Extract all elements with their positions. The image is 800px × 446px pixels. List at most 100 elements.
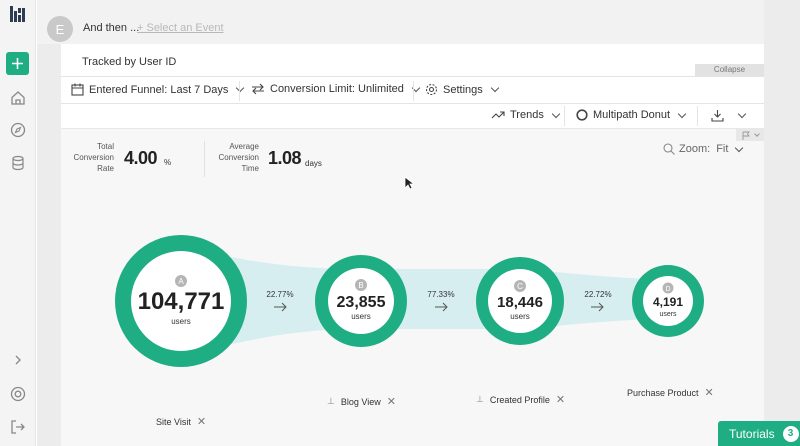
settings-label: Settings <box>443 83 483 96</box>
home-icon[interactable] <box>7 87 29 109</box>
remove-step-d-close-icon[interactable]: ✕ <box>704 387 714 399</box>
arrow-right-icon <box>435 302 448 312</box>
gear-icon <box>425 83 438 96</box>
total-conversion-rate-unit: % <box>164 158 172 167</box>
node-count-a: 104,771 <box>138 288 225 315</box>
event-step-avatar: E <box>47 16 73 42</box>
node-label-text-c: Created Profile <box>489 394 550 405</box>
node-count-c: 18,446 <box>497 294 543 311</box>
funnel-panel: Tracked by User ID Collapse Entered Funn… <box>61 44 764 446</box>
average-conversion-time-label: Average Conversion Time <box>218 142 259 173</box>
funnel-toolbar: Entered Funnel: Last 7 Days Conversion L… <box>61 76 764 104</box>
pin-icon[interactable]: ⊥ <box>327 396 335 406</box>
node-label-text-d: Purchase Product <box>627 387 699 398</box>
app-logo-icon[interactable] <box>10 6 26 22</box>
zoom-value: Fit <box>716 143 729 155</box>
node-letter-d: D <box>665 286 670 293</box>
step-pct-2: 77.33% <box>427 290 454 299</box>
conversion-limit-dropdown[interactable]: Conversion Limit: Unlimited <box>251 83 421 95</box>
node-users-d: users <box>659 311 677 318</box>
conversion-limit-label: Conversion Limit: Unlimited <box>270 83 404 95</box>
view-type-label: Multipath Donut <box>593 109 671 121</box>
node-count-b: 23,855 <box>337 294 386 311</box>
funnel-node-c[interactable]: C 18,446 users <box>476 257 564 345</box>
multipath-donut-chart: A 104,771 users 22.77% B 23,855 users 77… <box>115 235 704 367</box>
step-pct-1: 22.77% <box>266 290 293 299</box>
funnel-node-b[interactable]: B 23,855 users <box>315 255 407 347</box>
node-label-text-b: Blog View <box>340 396 381 407</box>
tutorials-button[interactable]: Tutorials 3 <box>718 421 800 446</box>
entered-funnel-label: Entered Funnel: Last 7 Days <box>89 83 229 96</box>
arrow-right-icon <box>591 302 604 312</box>
chevron-down-icon <box>490 83 499 93</box>
step-pct-3: 22.72% <box>584 290 611 299</box>
node-users-c: users <box>510 312 530 321</box>
right-gutter <box>764 0 800 446</box>
logout-icon[interactable] <box>7 416 29 438</box>
zoom-label: Zoom: <box>679 143 711 155</box>
chevron-down-icon <box>677 109 687 118</box>
chevron-down-icon <box>551 109 561 118</box>
funnel-stats-area: Total Conversion Rate 4.00 % Average Con… <box>61 128 764 446</box>
flag-dropdown[interactable] <box>736 129 764 141</box>
toolbar-divider <box>697 106 698 126</box>
total-conversion-rate-label: Total Conversion Rate <box>73 142 114 173</box>
pin-icon[interactable]: ⊥ <box>476 394 484 404</box>
funnel-node-d[interactable]: D 4,191 users <box>632 265 704 337</box>
funnel-node-a[interactable]: A 104,771 users <box>115 235 247 367</box>
entered-funnel-dropdown[interactable]: Entered Funnel: Last 7 Days <box>71 83 245 96</box>
remove-step-a-close-icon[interactable]: ✕ <box>196 416 207 428</box>
donut-icon <box>576 109 588 121</box>
new-report-button[interactable] <box>6 52 29 75</box>
tutorials-label: Tutorials <box>729 426 775 441</box>
view-type-dropdown[interactable]: Multipath Donut <box>576 109 687 121</box>
export-dropdown[interactable] <box>711 109 747 122</box>
plus-icon <box>12 58 23 69</box>
node-label-b: ⊥ Blog View ✕ <box>327 395 396 408</box>
remove-step-c-close-icon[interactable]: ✕ <box>555 394 566 406</box>
left-gutter <box>37 0 61 446</box>
node-users-a: users <box>171 317 191 326</box>
toolbar-divider <box>239 81 240 101</box>
node-label-a: Site Visit ✕ <box>156 415 206 428</box>
node-letter-a: A <box>178 277 184 286</box>
toolbar-divider <box>564 106 565 126</box>
average-conversion-time-value: 1.08 <box>268 148 302 168</box>
total-conversion-rate-value: 4.00 <box>124 148 158 168</box>
trends-dropdown[interactable]: Trends <box>491 109 561 121</box>
left-sidebar <box>0 0 36 446</box>
magnifier-icon <box>663 143 675 155</box>
arrow-right-icon <box>274 302 287 312</box>
node-label-d: Purchase Product ✕ <box>627 386 714 399</box>
and-then-label: And then ... <box>83 22 140 34</box>
select-event-link[interactable]: + Select an Event <box>137 22 224 34</box>
node-letter-b: B <box>358 281 363 290</box>
compass-icon[interactable] <box>7 119 29 141</box>
trends-label: Trends <box>510 109 544 121</box>
collapse-button[interactable]: Collapse <box>695 64 764 76</box>
help-lifebuoy-icon[interactable] <box>7 383 29 405</box>
settings-dropdown[interactable]: Settings <box>425 83 499 96</box>
mouse-cursor-icon <box>404 176 414 190</box>
expand-sidebar-icon[interactable] <box>7 349 29 371</box>
node-count-d: 4,191 <box>653 295 683 309</box>
chevron-down-icon <box>236 83 245 93</box>
average-conversion-time-unit: days <box>305 159 322 168</box>
download-icon <box>711 110 724 122</box>
node-letter-c: C <box>517 282 523 291</box>
flag-icon <box>742 131 750 140</box>
remove-step-b-close-icon[interactable]: ✕ <box>386 396 396 408</box>
toolbar-divider <box>413 81 414 101</box>
chevron-down-icon <box>737 109 747 119</box>
stats-divider <box>204 141 205 177</box>
node-users-b: users <box>351 312 371 321</box>
calendar-icon <box>71 83 84 96</box>
next-event-row: E And then ... + Select an Event <box>37 0 764 44</box>
database-icon[interactable] <box>7 152 29 174</box>
tutorials-count-badge: 3 <box>782 425 799 442</box>
tracked-by-label: Tracked by User ID <box>82 56 177 68</box>
swap-arrows-icon <box>252 83 264 95</box>
trend-line-icon <box>491 111 505 119</box>
zoom-dropdown[interactable]: Zoom: Fit <box>663 143 744 155</box>
view-toolbar: Trends Multipath Donut <box>61 104 764 128</box>
